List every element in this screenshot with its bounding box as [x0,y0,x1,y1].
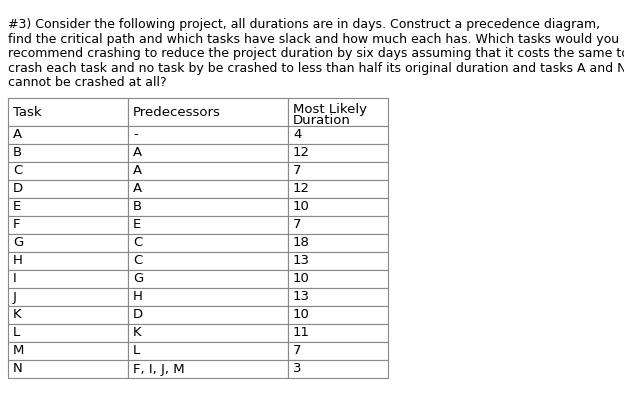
Text: 12: 12 [293,146,310,160]
Bar [288,324,388,342]
Text: E: E [13,200,21,213]
Bar [8,342,128,360]
Text: 13: 13 [293,254,310,267]
Bar [128,252,288,270]
Bar [288,288,388,306]
Text: C: C [133,254,142,267]
Text: 3: 3 [293,362,301,375]
Text: D: D [13,182,23,196]
Text: crash each task and no task by be crashed to less than half its original duratio: crash each task and no task by be crashe… [8,62,624,75]
Text: Duration: Duration [293,114,351,127]
Text: B: B [13,146,22,160]
Bar [128,324,288,342]
Bar [8,270,128,288]
Text: recommend crashing to reduce the project duration by six days assuming that it c: recommend crashing to reduce the project… [8,47,624,60]
Bar [128,180,288,198]
Bar [128,198,288,216]
Bar [8,360,128,378]
Bar [128,126,288,144]
Text: G: G [133,272,144,285]
Text: find the critical path and which tasks have slack and how much each has. Which t: find the critical path and which tasks h… [8,33,619,46]
Text: E: E [133,218,141,231]
Bar [8,198,128,216]
Bar [128,342,288,360]
Text: B: B [133,200,142,213]
Text: 18: 18 [293,236,310,249]
Bar [8,306,128,324]
Text: 7: 7 [293,344,301,357]
Text: 7: 7 [293,218,301,231]
Text: H: H [133,290,143,303]
Bar [288,144,388,162]
Text: 10: 10 [293,308,310,321]
Text: H: H [13,254,23,267]
Bar [128,360,288,378]
Bar [288,198,388,216]
Text: 11: 11 [293,326,310,339]
Bar [8,126,128,144]
Bar [288,360,388,378]
Text: N: N [13,362,22,375]
Text: Most Likely: Most Likely [293,103,367,116]
Bar [128,98,288,126]
Bar [288,234,388,252]
Text: L: L [133,344,140,357]
Text: Task: Task [13,106,42,119]
Bar [288,216,388,234]
Bar [8,234,128,252]
Bar [288,270,388,288]
Text: A: A [133,164,142,178]
Bar [8,98,128,126]
Bar [8,144,128,162]
Bar [8,324,128,342]
Bar [8,288,128,306]
Text: Predecessors: Predecessors [133,106,221,119]
Bar [128,216,288,234]
Bar [8,162,128,180]
Bar [288,180,388,198]
Bar [288,98,388,126]
Bar [288,126,388,144]
Text: 10: 10 [293,200,310,213]
Text: #3) Consider the following project, all durations are in days. Construct a prece: #3) Consider the following project, all … [8,18,600,31]
Bar [288,252,388,270]
Text: 12: 12 [293,182,310,196]
Text: 13: 13 [293,290,310,303]
Text: C: C [133,236,142,249]
Text: -: - [133,128,138,142]
Bar [8,180,128,198]
Text: J: J [13,290,17,303]
Text: D: D [133,308,143,321]
Text: G: G [13,236,23,249]
Bar [288,162,388,180]
Text: K: K [13,308,22,321]
Bar [128,234,288,252]
Bar [128,306,288,324]
Text: F, I, J, M: F, I, J, M [133,362,185,375]
Text: A: A [133,146,142,160]
Text: I: I [13,272,17,285]
Text: K: K [133,326,142,339]
Text: L: L [13,326,20,339]
Text: A: A [13,128,22,142]
Bar [128,162,288,180]
Bar [288,342,388,360]
Text: 4: 4 [293,128,301,142]
Text: 7: 7 [293,164,301,178]
Text: 10: 10 [293,272,310,285]
Bar [128,144,288,162]
Bar [128,288,288,306]
Text: M: M [13,344,24,357]
Text: F: F [13,218,21,231]
Text: C: C [13,164,22,178]
Bar [128,270,288,288]
Bar [8,216,128,234]
Text: A: A [133,182,142,196]
Bar [288,306,388,324]
Text: cannot be crashed at all?: cannot be crashed at all? [8,76,167,89]
Bar [8,252,128,270]
